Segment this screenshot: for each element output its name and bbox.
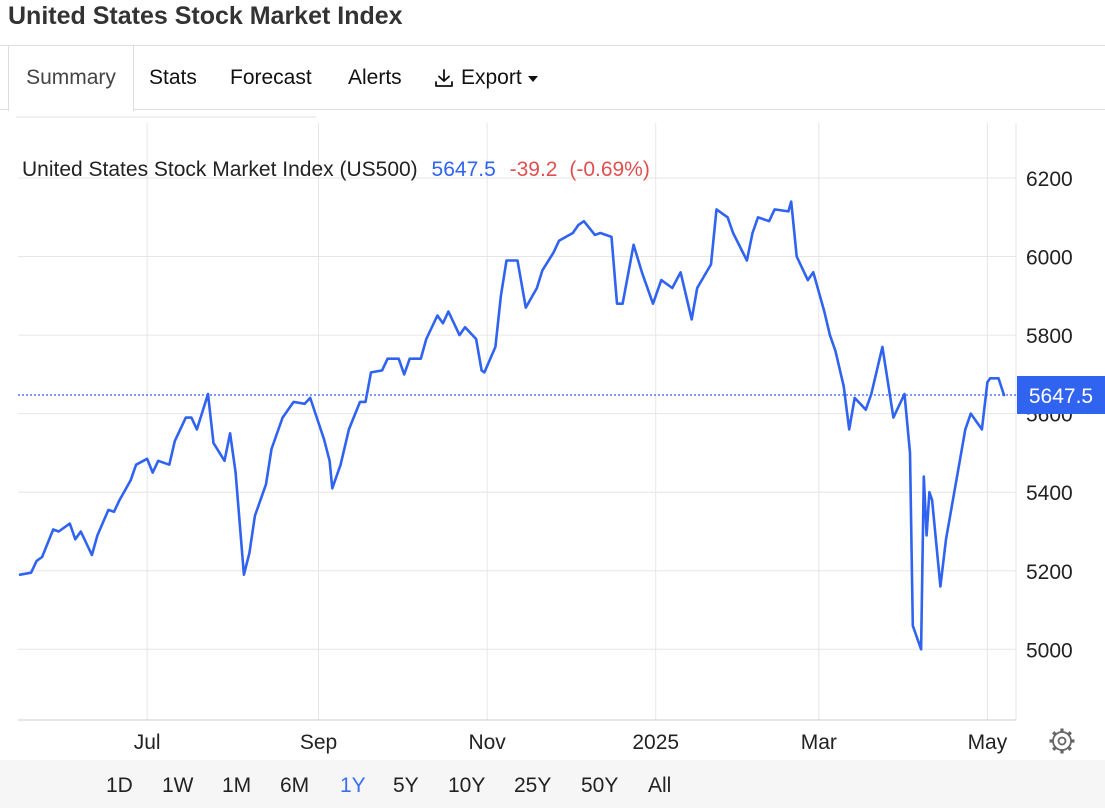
y-tick-label: 5400 bbox=[1026, 482, 1073, 505]
range-10y[interactable]: 10Y bbox=[448, 774, 486, 797]
change-pct-text: (-0.69%) bbox=[569, 158, 650, 181]
range-5y[interactable]: 5Y bbox=[393, 774, 419, 797]
y-tick-label: 6000 bbox=[1026, 247, 1073, 270]
series-line bbox=[18, 200, 1006, 651]
tab-summary[interactable]: Summary bbox=[8, 46, 134, 111]
chart-title: United States Stock Market Index (US500) bbox=[22, 158, 418, 181]
tab-forecast[interactable]: Forecast bbox=[230, 66, 312, 89]
range-25y[interactable]: 25Y bbox=[514, 774, 552, 797]
change-text: -39.2 bbox=[510, 158, 558, 181]
tab-export[interactable]: Export bbox=[433, 46, 538, 109]
range-all[interactable]: All bbox=[648, 774, 672, 797]
range-6m[interactable]: 6M bbox=[280, 774, 310, 797]
x-tick-label: 2025 bbox=[632, 731, 679, 754]
y-tick-label: 5000 bbox=[1026, 639, 1073, 662]
chevron-down-icon bbox=[527, 75, 538, 82]
x-tick-label: Nov bbox=[468, 731, 506, 754]
x-tick-label: May bbox=[968, 731, 1008, 754]
y-gridlines bbox=[18, 177, 1016, 650]
export-label: Export bbox=[461, 66, 522, 89]
x-tick-label: Mar bbox=[801, 731, 837, 754]
range-1d[interactable]: 1D bbox=[106, 774, 133, 797]
price-tag-label: 5647.5 bbox=[1029, 385, 1093, 408]
x-tick-label: Jul bbox=[134, 731, 161, 754]
range-1m[interactable]: 1M bbox=[222, 774, 252, 797]
chart-legend: United States Stock Market Index (US500)… bbox=[22, 158, 650, 181]
x-tick-label: Sep bbox=[300, 731, 337, 754]
tab-stats[interactable]: Stats bbox=[149, 66, 197, 89]
x-axis-labels: Jul Sep Nov 2025 Mar May bbox=[134, 731, 1008, 754]
y-tick-label: 5800 bbox=[1026, 325, 1073, 348]
y-tick-label: 6200 bbox=[1026, 168, 1073, 191]
range-1w[interactable]: 1W bbox=[162, 774, 194, 797]
range-1y[interactable]: 1Y bbox=[340, 774, 366, 797]
price-tag: 5647.5 bbox=[1017, 375, 1105, 414]
price-tag-background bbox=[1017, 375, 1105, 414]
page-title: United States Stock Market Index bbox=[8, 2, 403, 30]
range-50y[interactable]: 50Y bbox=[581, 774, 619, 797]
last-value-text: 5647.5 bbox=[432, 158, 496, 181]
range-selector: 1D 1W 1M 6M 1Y 5Y 10Y 25Y 50Y All bbox=[0, 760, 1105, 808]
download-icon bbox=[435, 68, 453, 87]
x-gridlines bbox=[146, 123, 1017, 720]
tab-alerts[interactable]: Alerts bbox=[348, 66, 402, 89]
y-tick-label: 5200 bbox=[1026, 561, 1073, 584]
gear-icon[interactable] bbox=[1049, 728, 1075, 754]
tab-bar: Summary Stats Forecast Alerts Export bbox=[0, 45, 1105, 111]
